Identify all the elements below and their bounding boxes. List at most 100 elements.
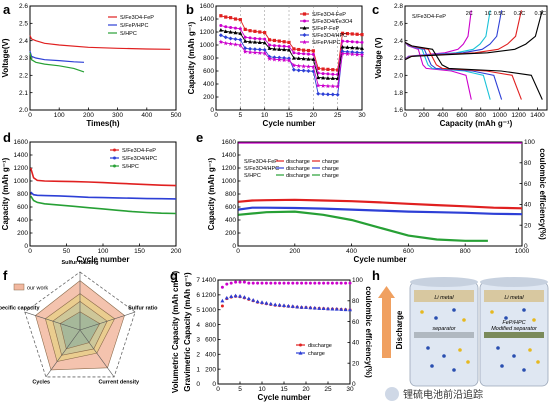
- radar-spoke: [79, 329, 115, 378]
- data-point: [322, 281, 326, 285]
- y-tick-label: 2.1: [19, 90, 28, 97]
- data-point: [360, 40, 364, 44]
- separator-layer: [414, 332, 474, 338]
- data-point: [359, 52, 365, 57]
- data-point: [355, 40, 359, 44]
- data-point: [339, 307, 344, 311]
- data-point: [316, 66, 320, 70]
- radar-axis-label: Specific capacity: [0, 306, 40, 312]
- y-axis-label: Voltage (V): [374, 37, 383, 79]
- data-point: [228, 41, 233, 46]
- y3-tick-label: 80: [352, 298, 360, 305]
- y-axis-label: Voltage(V): [1, 38, 10, 77]
- data-point: [286, 281, 290, 285]
- data-point: [219, 14, 223, 18]
- data-point: [243, 35, 247, 39]
- polysulfide-particle: [490, 310, 494, 314]
- discharge-curve: [404, 41, 543, 100]
- data-point: [220, 298, 225, 303]
- series-line: [29, 50, 85, 63]
- data-point: [330, 306, 335, 311]
- y-tick-label: 1.8: [394, 90, 403, 97]
- data-point: [272, 46, 277, 51]
- legend-label: discharge: [286, 166, 310, 172]
- y-tick-label: 1200: [202, 292, 217, 299]
- x-tick-label: 25: [334, 112, 342, 119]
- rate-label: 0.5C: [494, 11, 506, 17]
- data-point: [258, 37, 262, 41]
- y-tick-label: 2.8: [394, 3, 403, 10]
- data-point: [317, 306, 322, 310]
- x-tick-label: 50: [63, 248, 71, 255]
- data-point: [341, 39, 345, 43]
- chart-f-radar: Sulfur loading Sulfur ratio Current densit…: [0, 260, 158, 385]
- data-point: [238, 42, 243, 48]
- y3-tick-label: 100: [352, 277, 363, 284]
- charge-curve: [404, 10, 472, 61]
- chart-c: 0 200 400 600 800 1000 1200 1400 1.6 1.8 2.0 2.2 2.4…: [374, 3, 548, 128]
- data-point: [224, 15, 228, 19]
- data-point: [257, 47, 262, 52]
- data-point: [228, 30, 233, 34]
- data-point: [325, 92, 330, 97]
- data-point: [320, 83, 326, 88]
- data-point: [225, 282, 229, 286]
- series-line: [30, 195, 177, 215]
- data-point: [258, 30, 262, 34]
- polysulfide-particle: [430, 364, 434, 368]
- data-point: [291, 67, 296, 72]
- rate-label: 0.2C: [514, 11, 526, 17]
- data-point: [220, 285, 224, 289]
- data-point: [233, 37, 238, 42]
- data-point: [302, 48, 306, 52]
- legend-marker: [113, 148, 116, 152]
- panel-label-e: e: [196, 130, 203, 145]
- x-tick-label: 100: [54, 112, 65, 119]
- data-point: [321, 67, 325, 71]
- data-point: [311, 52, 315, 56]
- data-point: [229, 281, 233, 285]
- data-point: [286, 58, 292, 63]
- data-point: [336, 68, 340, 72]
- data-point: [306, 69, 311, 73]
- data-point: [218, 39, 224, 44]
- y3-tick-label: 0: [352, 381, 356, 388]
- li-metal-layer: [414, 290, 474, 302]
- x-tick-label: 200: [419, 112, 430, 119]
- data-point: [321, 75, 326, 80]
- data-point: [238, 27, 242, 31]
- radar-axis-label: Sulfur ratio: [128, 306, 158, 312]
- x-tick-label: 0: [216, 386, 220, 393]
- polysulfide-particle: [504, 316, 508, 320]
- y-tick-label: 2.3: [19, 55, 28, 62]
- data-point: [291, 281, 295, 285]
- data-point: [296, 56, 301, 60]
- x-tick-label: 400: [141, 112, 152, 119]
- diagram-h: Discharge Li metal separator Li metal FeP/HP…: [378, 277, 549, 387]
- x-tick-label: 1200: [511, 112, 526, 119]
- cell-cap: [480, 277, 548, 287]
- data-point: [248, 36, 252, 40]
- data-point: [269, 281, 273, 285]
- legend-label: S/HPC: [244, 173, 261, 179]
- data-point: [299, 305, 304, 309]
- x-tick-label: 0: [403, 112, 407, 119]
- data-point: [243, 49, 248, 54]
- legend-label: discharge: [286, 159, 310, 165]
- x-tick-label: 20: [310, 112, 318, 119]
- data-point: [247, 281, 251, 285]
- data-point: [335, 281, 339, 285]
- x-axis-label: Cycle number: [354, 255, 407, 264]
- polysulfide-particle: [466, 360, 470, 364]
- data-point: [331, 68, 335, 72]
- y-tick-label: 1200: [200, 29, 215, 36]
- y-tick-label: 600: [203, 68, 214, 75]
- series-line: [29, 167, 177, 187]
- data-point: [301, 63, 306, 69]
- data-point: [335, 92, 340, 97]
- x-tick-label: 400: [346, 248, 357, 255]
- data-point: [277, 39, 281, 43]
- legend-label: discharge: [308, 343, 332, 349]
- data-point: [256, 281, 260, 285]
- data-point: [340, 31, 345, 35]
